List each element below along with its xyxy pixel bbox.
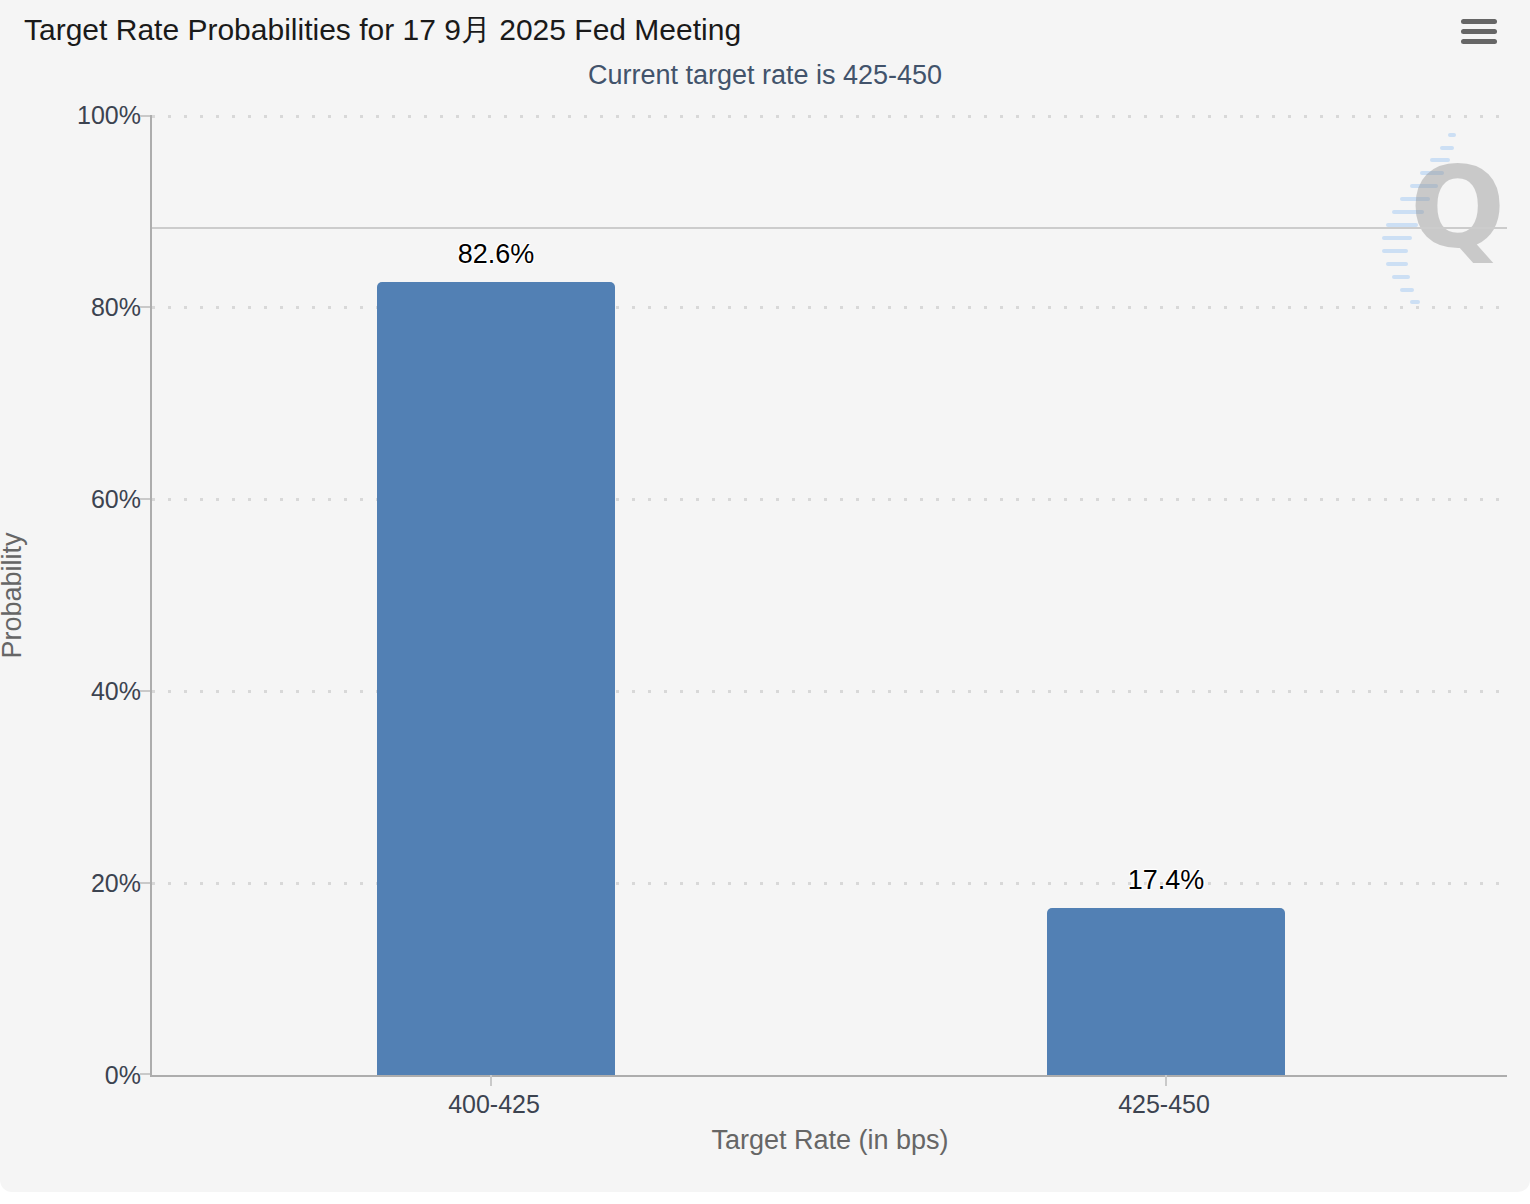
gridline-20 [152,882,1504,885]
menu-bar [1461,29,1497,34]
y-axis-tick [140,306,150,308]
bar-group-425-450: 17.4% [1047,115,1285,1075]
chart-subtitle: Current target rate is 425-450 [0,60,1530,91]
y-axis-tick [140,1073,150,1075]
ytick-label-80: 80% [0,292,141,322]
hamburger-menu-icon[interactable] [1461,19,1497,48]
bar-group-400-425: 82.6% [377,115,615,1075]
bar-value-label: 82.6% [377,239,615,270]
current-rate-marker-line [152,227,1507,229]
x-axis-tick [490,1075,492,1086]
bar-425-450[interactable] [1047,908,1285,1075]
x-axis-tick [1165,1075,1167,1086]
ytick-label-0: 0% [0,1060,141,1090]
xtick-label-425-450: 425-450 [1054,1090,1274,1119]
ytick-label-20: 20% [0,868,141,898]
bar-value-label: 17.4% [1047,865,1285,896]
chart-card: Target Rate Probabilities for 17 9月 2025… [0,0,1530,1192]
plot-area: 82.6% 17.4% [150,115,1507,1077]
y-axis-title: Probability [0,336,28,856]
y-axis-tick [140,115,150,117]
y-axis-tick [140,498,150,500]
ytick-label-100: 100% [0,100,141,130]
x-axis-title: Target Rate (in bps) [480,1125,1180,1156]
chart-title: Target Rate Probabilities for 17 9月 2025… [24,10,741,51]
gridline-100 [152,115,1504,118]
gridline-80 [152,306,1504,309]
menu-bar [1461,39,1497,44]
gridline-60 [152,498,1504,501]
y-axis-tick [140,882,150,884]
y-axis-tick [140,690,150,692]
menu-bar [1461,19,1497,24]
bar-400-425[interactable] [377,282,615,1075]
gridline-40 [152,690,1504,693]
xtick-label-400-425: 400-425 [384,1090,604,1119]
